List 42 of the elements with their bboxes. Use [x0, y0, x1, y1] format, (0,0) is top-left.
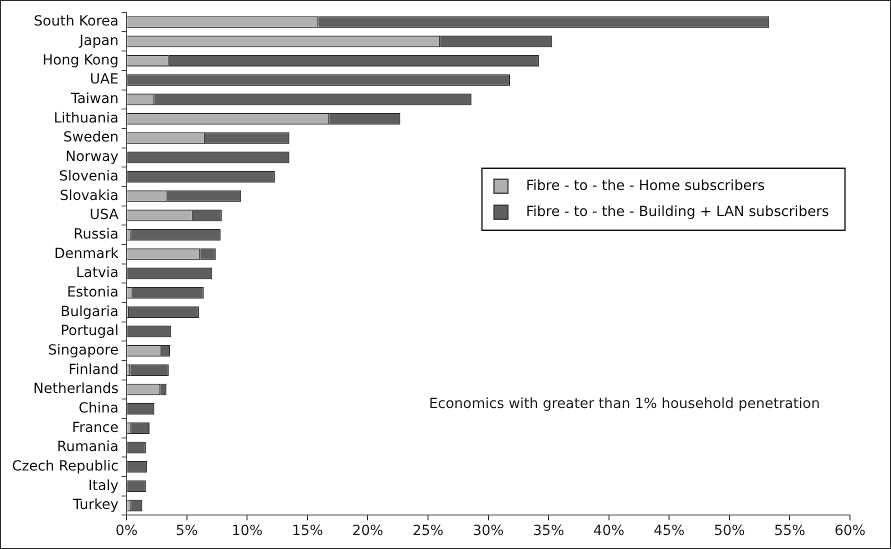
x-tick-label: 60% [834, 523, 866, 540]
legend-label: Fibre - to - the - Home subscribers [526, 178, 765, 194]
x-tick-label: 55% [774, 523, 806, 540]
x-tick-label: 5% [176, 523, 198, 540]
x-tick-label: 20% [352, 523, 384, 540]
x-tick-label: 50% [714, 523, 745, 540]
y-tick-label: Portugal [60, 323, 119, 340]
y-tick-label: Rumania [57, 439, 119, 456]
x-tick-label: 30% [472, 523, 504, 540]
y-tick-label: Sweden [63, 130, 119, 146]
y-tick-label: Lithuania [54, 110, 119, 126]
y-tick-label: USA [90, 207, 119, 224]
y-tick-label: Estonia [67, 284, 119, 300]
y-tick-label: Slovenia [59, 168, 119, 184]
x-tick-label: 0% [115, 523, 138, 540]
y-tick-label: China [78, 400, 119, 416]
x-tick-label: 10% [232, 523, 263, 540]
y-tick-label: Hong Kong [42, 52, 119, 68]
x-tick-label: 15% [292, 523, 324, 540]
y-tick-label: Norway [65, 149, 119, 166]
x-tick-label: 25% [412, 523, 444, 540]
y-tick-label: South Korea [34, 14, 119, 30]
x-tick-label: 40% [593, 523, 624, 540]
x-tick-label: 35% [533, 523, 564, 540]
y-tick-label: Czech Republic [12, 458, 119, 474]
legend-label: Fibre - to - the - Building + LAN subscribers [526, 204, 830, 220]
y-tick-label: Bulgaria [60, 304, 119, 320]
y-tick-label: Singapore [48, 342, 119, 358]
y-tick-label: Turkey [72, 497, 119, 514]
annotation: Economics with greater than 1% household penetration [429, 396, 820, 412]
y-tick-label: Italy [88, 478, 119, 494]
y-tick-label: UAE [90, 72, 119, 88]
y-tick-label: Latvia [76, 265, 119, 282]
y-tick-label: Japan [78, 33, 119, 50]
y-tick-label: Taiwan [70, 91, 119, 108]
y-tick-label: Netherlands [33, 381, 119, 398]
x-tick-label: 45% [654, 523, 685, 540]
y-tick-label: France [72, 420, 119, 436]
y-tick-label: Slovakia [60, 188, 119, 204]
y-tick-label: Denmark [54, 246, 120, 262]
y-tick-label: Russia [74, 226, 119, 242]
y-tick-label: Finland [68, 362, 119, 378]
